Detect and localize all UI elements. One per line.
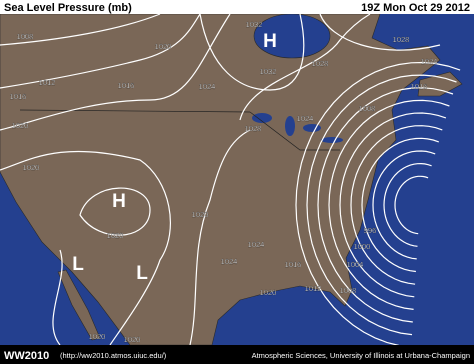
isobar — [199, 13, 305, 91]
isobar-label: 1024 — [221, 257, 238, 266]
isobar-label: 1004 — [347, 260, 364, 269]
isobar-label: 1012 — [39, 78, 56, 87]
isobar-label: 1000 — [354, 242, 371, 251]
isobar-label: 1012 — [305, 284, 322, 293]
isobar — [319, 13, 441, 51]
maritimes — [417, 71, 463, 97]
isobar — [383, 162, 432, 247]
border — [19, 109, 340, 151]
isobar-label: 1016 — [118, 81, 135, 90]
footer-url: (http://ww2010.atmos.uiuc.edu/) — [60, 351, 167, 360]
isobar-label: 1020 — [192, 210, 209, 219]
isobar-label: 1008 — [340, 286, 357, 295]
isobar-label: 1032 — [246, 20, 263, 29]
isobar — [317, 87, 454, 323]
pressure-center: L — [136, 263, 148, 284]
isobar-label: 996 — [364, 226, 377, 235]
isobar — [0, 150, 171, 346]
isobar — [79, 187, 151, 236]
lake — [252, 113, 272, 123]
footer-logo: WW2010 — [4, 350, 49, 362]
pressure-center: H — [112, 191, 126, 212]
baja — [57, 269, 101, 341]
lake — [321, 137, 343, 143]
isobar-label: 1020 — [23, 163, 40, 172]
isobar — [306, 74, 457, 336]
isobar-label: 1020 — [89, 332, 106, 341]
isobar-label: 1028 — [312, 59, 329, 68]
isobar — [339, 112, 447, 298]
isobars — [0, 13, 461, 348]
isobar — [52, 249, 63, 346]
isobar-label: 1024 — [199, 82, 216, 91]
isobar-label: 1020 — [124, 335, 141, 344]
isobar-label: 1024 — [297, 114, 314, 123]
isobar — [394, 175, 429, 235]
isobar-label: 1020 — [155, 42, 172, 51]
isobar-label: 1008 — [17, 32, 34, 41]
pressure-center: L — [72, 254, 84, 275]
pressure-center: H — [263, 31, 277, 52]
lake — [285, 116, 295, 136]
isobar — [361, 137, 439, 273]
isobar-label: 1008 — [359, 104, 376, 113]
footer-bar — [0, 345, 474, 364]
footer-credit: Atmospheric Sciences, University of Illi… — [252, 351, 470, 360]
isobar-label: 1028 — [245, 124, 262, 133]
isobar-label: 1020 — [260, 288, 277, 297]
isobar — [295, 61, 461, 348]
isobar-label: 1016 — [411, 82, 428, 91]
isobar — [0, 13, 231, 131]
isobar-label: 1016 — [10, 92, 27, 101]
isobar — [372, 150, 436, 260]
isobar-label: 1024 — [421, 57, 438, 66]
isobar-label: 1028 — [393, 35, 410, 44]
isobar-label: 1020 — [107, 231, 124, 240]
isobar — [350, 125, 443, 285]
isobar-label: 1024 — [248, 240, 265, 249]
timestamp: 19Z Mon Oct 29 2012 — [361, 2, 470, 14]
isobar — [328, 99, 450, 310]
isobar-label: 1032 — [260, 67, 277, 76]
labels: 1008 1020 1032 1028 1012 1016 1032 1028 1024 1016… — [10, 20, 438, 344]
isobar — [0, 13, 161, 46]
isobar-label: 1016 — [285, 260, 302, 269]
title: Sea Level Pressure (mb) — [4, 2, 132, 14]
isobar — [189, 129, 251, 346]
isobar-label: 1020 — [12, 121, 29, 130]
header-bar — [0, 0, 474, 14]
isobar — [0, 13, 201, 89]
lake — [303, 124, 321, 132]
isobar — [239, 13, 371, 121]
land — [0, 13, 441, 346]
